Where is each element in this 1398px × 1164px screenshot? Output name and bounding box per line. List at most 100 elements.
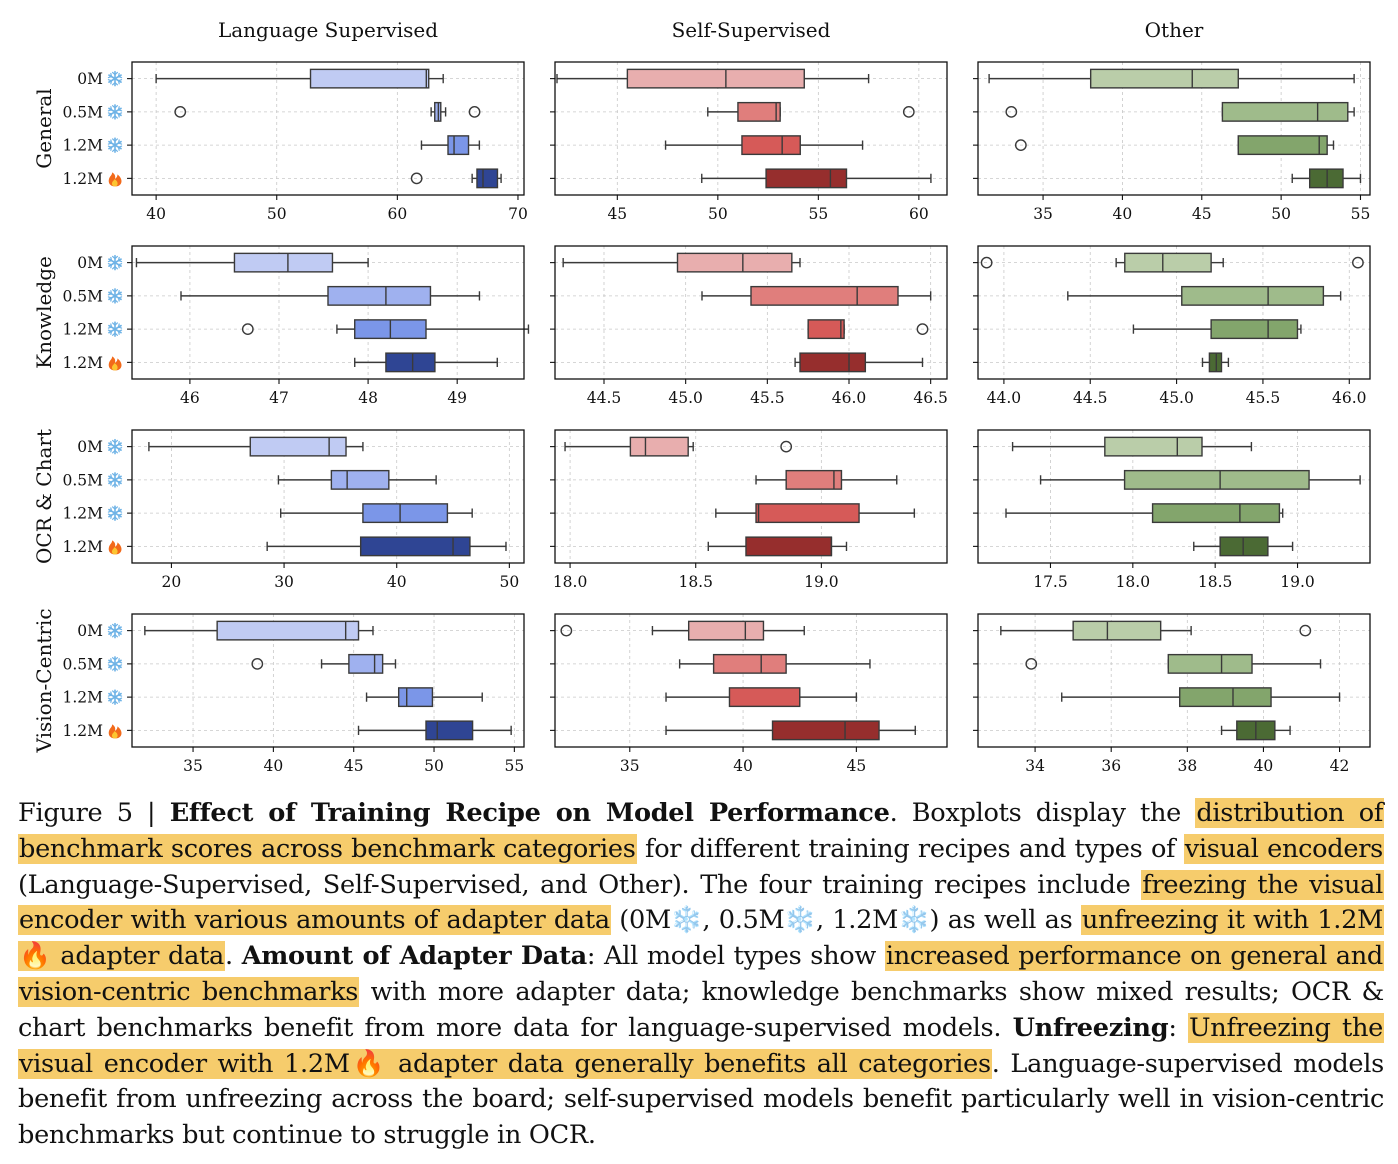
x-tick-label: 50 xyxy=(424,757,444,775)
caption-plain-text: . Boxplots display the xyxy=(889,798,1196,828)
snowflake-icon xyxy=(106,104,124,120)
x-tick-label: 40 xyxy=(264,757,284,775)
box-1-2m-unfrozen xyxy=(1220,720,1291,741)
iqr-box xyxy=(626,68,805,89)
x-tick-label: 50 xyxy=(499,573,519,591)
box-1-2m-unfrozen xyxy=(266,536,507,557)
panel-frame xyxy=(131,61,525,196)
x-tick-label: 19.0 xyxy=(804,573,839,591)
iqr-box xyxy=(750,285,899,306)
x-tick-label: 46 xyxy=(180,389,200,407)
box-1-2m xyxy=(664,135,864,156)
box-1-2m xyxy=(1061,687,1341,708)
x-tick-label: 48 xyxy=(358,389,378,407)
fire-icon xyxy=(108,172,122,187)
x-tick-label: 45 xyxy=(607,205,627,223)
snowflake-icon xyxy=(106,656,124,672)
box-0m xyxy=(562,252,801,273)
x-tick-label: 40 xyxy=(1113,205,1133,223)
iqr-box xyxy=(1167,653,1253,674)
x-tick-label: 45 xyxy=(1192,205,1212,223)
iqr-box xyxy=(755,503,860,524)
fire-icon xyxy=(108,540,122,555)
outlier-point xyxy=(980,256,993,269)
box-1-2m-unfrozen xyxy=(1193,536,1294,557)
box-0m xyxy=(988,68,1355,89)
row-label-vision-centric: Vision-Centric xyxy=(32,608,56,753)
iqr-box xyxy=(216,620,360,641)
x-tick-label: 35 xyxy=(620,757,640,775)
iqr-box xyxy=(1208,352,1223,373)
y-tick-label: 1.2M xyxy=(62,538,103,556)
box-0-5m xyxy=(755,469,898,490)
caption-plain-text: for different training recipes and types… xyxy=(636,833,1184,864)
y-tick-label: 1.2M xyxy=(62,170,103,188)
snowflake-icon xyxy=(106,622,124,639)
x-tick-label: 46.0 xyxy=(1332,389,1367,407)
x-tick-label: 45 xyxy=(846,757,866,775)
x-tick-label: 35 xyxy=(183,757,203,775)
box-0m xyxy=(564,436,793,457)
boxplot-grid: Language Supervised Self-Supervised Other 4… xyxy=(32,18,1371,775)
x-tick-label: 20 xyxy=(162,573,182,591)
iqr-box xyxy=(359,536,471,557)
iqr-box xyxy=(1151,503,1281,524)
iqr-box xyxy=(327,285,432,306)
caption-plain-text: : xyxy=(1168,1012,1189,1043)
box-0-5m xyxy=(251,653,397,674)
box-0-5m xyxy=(1005,101,1355,122)
x-tick-label: 18.0 xyxy=(553,573,588,591)
box-0-5m xyxy=(174,101,481,122)
outlier-point xyxy=(1352,256,1364,269)
caption-bold-text: Effect of Training Recipe on Model Perfo… xyxy=(169,798,890,828)
x-tick-label: 46.5 xyxy=(913,389,948,407)
outlier-point xyxy=(251,657,264,670)
iqr-box xyxy=(745,536,833,557)
box-1-2m xyxy=(1014,135,1335,156)
panel-knowledge-language-supervised: 46 47 48 49 0M 0.5M 1.2M 1.2M Knowledge xyxy=(32,245,530,407)
column-title-self-supervised: Self-Supervised xyxy=(672,18,831,42)
panel-ocr-chart-self-supervised: 18.0 18.5 19.0 xyxy=(550,429,948,591)
y-tick-label: 0M xyxy=(77,622,103,640)
iqr-box xyxy=(1179,687,1272,708)
panel-frame xyxy=(977,429,1371,564)
iqr-box xyxy=(737,101,781,122)
iqr-box xyxy=(1237,135,1328,156)
outlier-point xyxy=(780,440,793,453)
panel-frame xyxy=(977,613,1371,748)
x-tick-label: 45.5 xyxy=(750,389,785,407)
box-1-2m xyxy=(715,503,916,524)
x-tick-label: 35 xyxy=(1033,205,1053,223)
caption-bold-text: Unfreezing xyxy=(1012,1012,1169,1043)
box-0-5m xyxy=(1039,469,1361,490)
iqr-box xyxy=(785,469,843,490)
x-tick-label: 17.5 xyxy=(1033,573,1068,591)
iqr-box xyxy=(1072,620,1162,641)
iqr-box xyxy=(330,469,390,490)
box-1-2m xyxy=(420,135,481,156)
x-tick-label: 70 xyxy=(508,205,528,223)
panel-vision-centric-language-supervised: 35 40 45 50 55 0M 0.5M 1.2M 1.2M Vision-Centric xyxy=(32,608,525,775)
x-tick-label: 50 xyxy=(267,205,287,223)
box-0-5m xyxy=(277,469,437,490)
x-tick-label: 55 xyxy=(808,205,828,223)
iqr-box xyxy=(476,168,499,189)
y-tick-label: 1.2M xyxy=(62,722,103,740)
iqr-box xyxy=(1219,536,1269,557)
snowflake-icon xyxy=(106,438,124,455)
snowflake-icon xyxy=(106,505,124,521)
x-tick-label: 38 xyxy=(1177,757,1197,775)
panel-frame xyxy=(131,613,525,748)
iqr-box xyxy=(249,436,347,457)
box-0-5m xyxy=(701,285,932,306)
x-tick-label: 30 xyxy=(274,573,294,591)
iqr-box xyxy=(741,135,801,156)
panel-knowledge-other: 44.0 44.5 45.0 45.5 46.0 xyxy=(973,245,1371,407)
box-0-5m xyxy=(1025,653,1322,674)
box-1-2m xyxy=(241,319,530,340)
iqr-box xyxy=(1104,436,1203,457)
iqr-box xyxy=(1181,285,1325,306)
x-tick-label: 60 xyxy=(387,205,407,223)
caption-plain-text: . Language-supervised models benefit fro… xyxy=(18,1048,1384,1151)
caption-plain-text: (0M❄️, 0.5M❄️, 1.2M❄️) as well as xyxy=(610,905,1081,936)
